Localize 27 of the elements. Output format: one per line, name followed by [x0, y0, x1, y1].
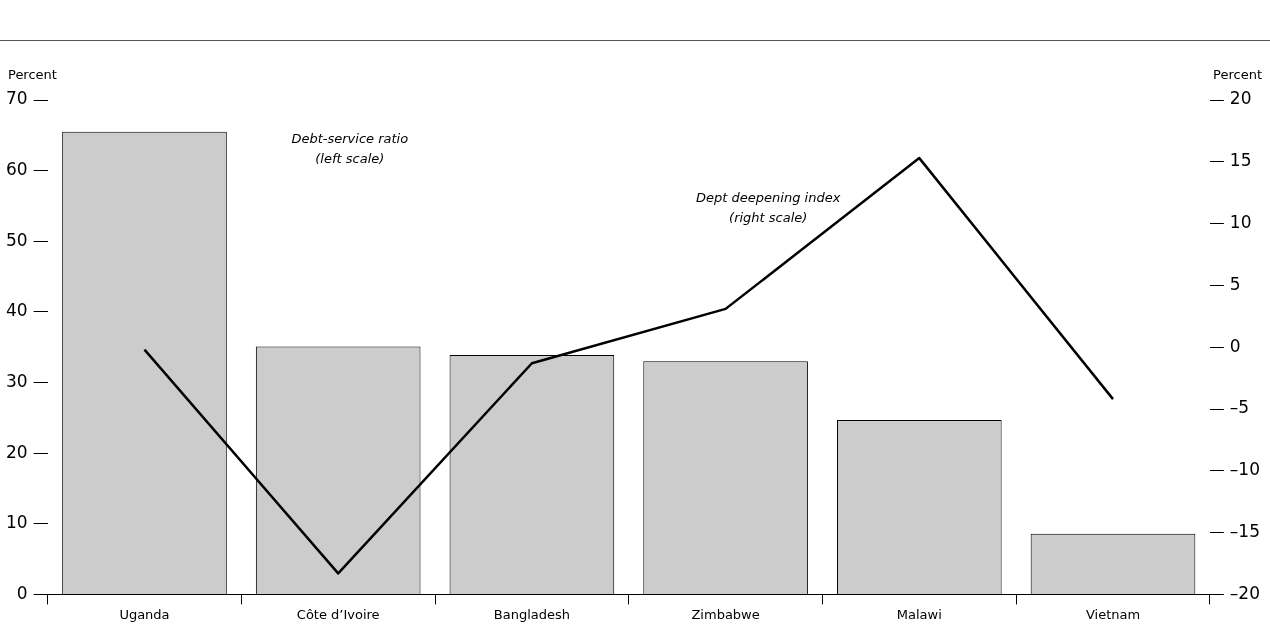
y-tick-label: 30 — [5, 370, 28, 391]
y2-axis-title: Percent — [1213, 66, 1262, 82]
x-tick-label: Vietnam — [1085, 606, 1141, 622]
x-tick-label: Côte d’Ivoire — [296, 606, 380, 622]
x-tick-label: Zimbabwe — [691, 606, 760, 622]
x-tick-label: Uganda — [119, 606, 170, 622]
y2-tick-label: 10 — [1229, 212, 1252, 233]
y-tick-label: 20 — [5, 441, 28, 462]
y2-tick-label: –5 — [1229, 397, 1250, 418]
y2-tick-label: 15 — [1229, 150, 1252, 171]
x-tick-label: Bangladesh — [493, 606, 571, 622]
y-tick-label: 70 — [5, 88, 28, 109]
y-tick-label: 40 — [5, 300, 28, 321]
annotation: Dept deepening index (right scale) — [696, 190, 841, 226]
annotation: Debt-service ratio (left scale) — [291, 130, 409, 166]
y2-tick-label: 5 — [1229, 273, 1241, 294]
y2-tick-label: –10 — [1229, 459, 1261, 480]
y2-tick-label: 0 — [1229, 335, 1241, 356]
y-tick-label: 60 — [5, 159, 28, 180]
x-tick-label: Malawi — [896, 606, 942, 622]
y2-tick-label: 20 — [1229, 88, 1252, 109]
y-tick-label: 50 — [5, 229, 28, 250]
y-tick-label: 10 — [5, 512, 28, 533]
y-axis-title: Percent — [8, 66, 57, 82]
y-tick-label: 0 — [16, 582, 28, 603]
y2-tick-label: –15 — [1229, 521, 1261, 542]
y2-tick-label: –20 — [1229, 582, 1261, 603]
